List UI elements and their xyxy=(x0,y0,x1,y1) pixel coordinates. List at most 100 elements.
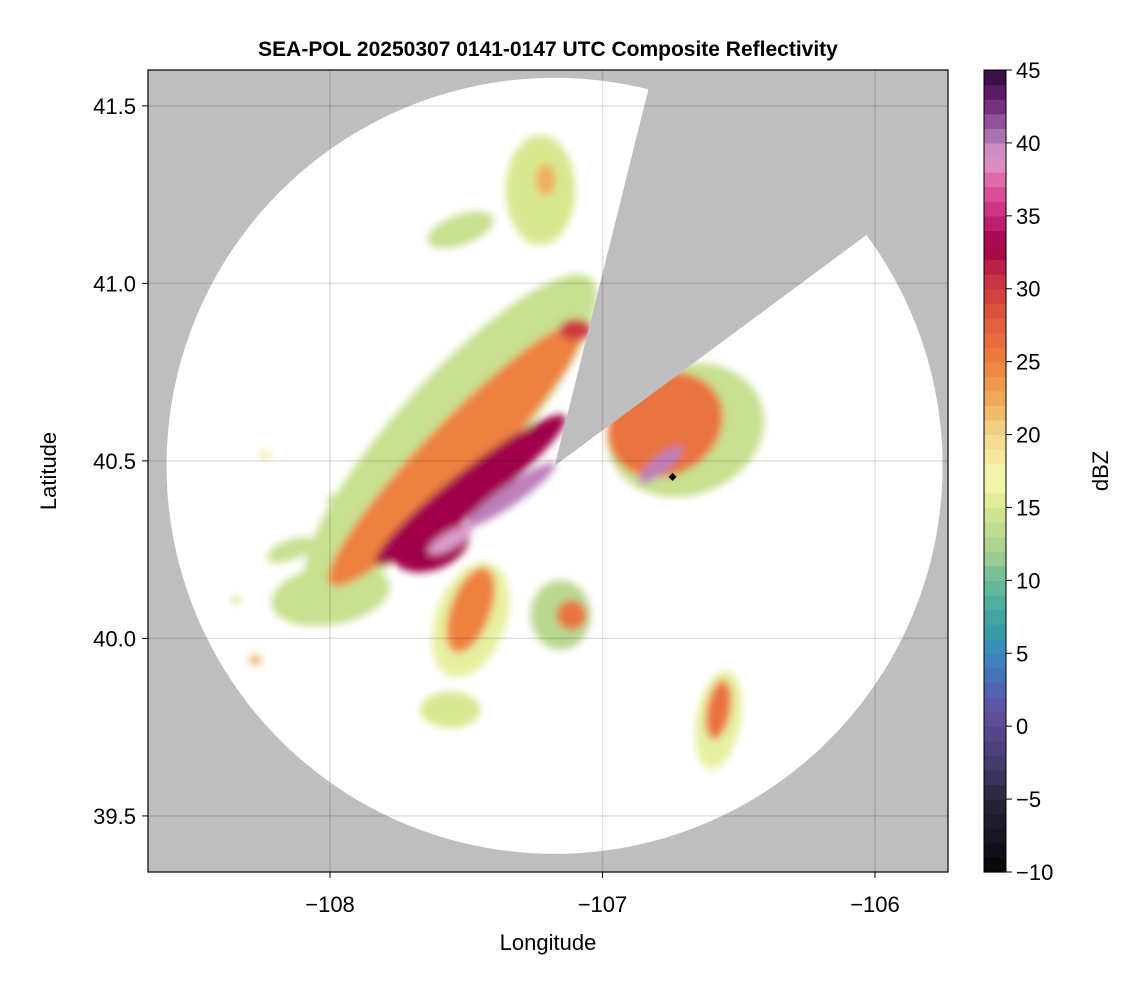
colorbar-bin xyxy=(984,769,1006,786)
colorbar-bin xyxy=(984,157,1006,173)
colorbar-bin xyxy=(984,507,1006,523)
colorbar-bin xyxy=(984,594,1006,611)
echo-cell xyxy=(420,691,481,728)
colorbar-tick-label: −5 xyxy=(1016,787,1041,812)
colorbar-bin xyxy=(984,449,1006,465)
colorbar-bin xyxy=(984,653,1006,669)
plot-frame xyxy=(147,69,949,873)
colorbar-bin xyxy=(984,84,1006,100)
colorbar-bin xyxy=(984,492,1006,509)
colorbar-bin xyxy=(984,536,1006,552)
echo-cell xyxy=(446,567,495,653)
colorbar-bin xyxy=(984,201,1006,217)
colorbar-bin xyxy=(984,259,1006,275)
colorbar-bin xyxy=(984,799,1006,815)
colorbar-tick-label: 0 xyxy=(1016,714,1028,739)
echo-cell xyxy=(638,445,683,484)
echo-cell xyxy=(428,525,473,555)
colorbar-tick-label: 40 xyxy=(1016,131,1040,156)
colorbar-bin xyxy=(984,813,1006,829)
echo-cell xyxy=(427,211,494,249)
colorbar-bin xyxy=(984,113,1006,129)
colorbar-bin xyxy=(984,172,1006,188)
colorbar-bin xyxy=(984,361,1006,377)
x-tick-label: −107 xyxy=(578,892,628,917)
colorbar-tick-label: 25 xyxy=(1016,350,1040,375)
colorbar-bin xyxy=(984,740,1006,756)
colorbar-bin xyxy=(984,784,1006,800)
colorbar-bin xyxy=(984,317,1006,334)
colorbar-bin xyxy=(984,463,1006,479)
colorbar-bin xyxy=(984,755,1006,771)
x-tick-label: −106 xyxy=(850,892,900,917)
colorbar-bin xyxy=(984,230,1006,246)
colorbar-tick-label: 30 xyxy=(1016,277,1040,302)
colorbar-bin xyxy=(984,70,1006,86)
colorbar-bin xyxy=(984,434,1006,450)
echo-cell xyxy=(535,163,556,197)
colorbar-bin xyxy=(984,186,1006,202)
colorbar-tick-label: 20 xyxy=(1016,423,1040,448)
echo-cell xyxy=(465,462,556,528)
colorbar-tick-label: −10 xyxy=(1016,860,1053,885)
colorbar-bin xyxy=(984,667,1006,684)
colorbar-bin xyxy=(984,580,1006,596)
echo-cell xyxy=(259,449,272,460)
colorbar-bin xyxy=(984,726,1006,742)
colorbar-tick-label: 15 xyxy=(1016,495,1040,520)
colorbar-bin xyxy=(984,697,1006,713)
colorbar-bin xyxy=(984,405,1006,421)
colorbar-frame xyxy=(983,69,1007,873)
colorbar-tick-label: 35 xyxy=(1016,204,1040,229)
colorbar-bin xyxy=(984,842,1006,859)
y-tick-label: 41.0 xyxy=(93,271,136,296)
colorbar-bin xyxy=(984,565,1006,581)
colorbar-tick-label: 10 xyxy=(1016,568,1040,593)
colorbar-bin xyxy=(984,347,1006,363)
echo-cell xyxy=(559,318,592,341)
colorbar-bin xyxy=(984,419,1006,436)
colorbar-label: dBZ xyxy=(1088,451,1113,491)
colorbar xyxy=(984,70,1006,873)
echo-cell xyxy=(266,537,315,563)
colorbar-bin xyxy=(984,551,1006,567)
echo-cell xyxy=(328,323,583,587)
colorbar-bin xyxy=(984,99,1006,115)
echo-cell xyxy=(556,599,587,630)
colorbar-bin xyxy=(984,609,1006,625)
colorbar-bin xyxy=(984,857,1006,873)
colorbar-bin xyxy=(984,215,1006,231)
colorbar-bin xyxy=(984,828,1006,844)
colorbar-bin xyxy=(984,244,1006,261)
y-tick-label: 40.5 xyxy=(93,449,136,474)
echo-cell xyxy=(705,680,732,740)
echo-cell xyxy=(271,563,390,627)
colorbar-bin xyxy=(984,142,1006,159)
colorbar-bin xyxy=(984,332,1006,348)
x-tick-label: −108 xyxy=(305,892,355,917)
y-axis-label: Latitude xyxy=(36,432,61,510)
reflectivity-field xyxy=(231,134,765,770)
colorbar-bin xyxy=(984,288,1006,304)
colorbar-bin xyxy=(984,390,1006,406)
colorbar-bin xyxy=(984,522,1006,538)
colorbar-bin xyxy=(984,478,1006,494)
colorbar-bin xyxy=(984,638,1006,654)
colorbar-bin xyxy=(984,274,1006,290)
grid-lines xyxy=(148,70,948,872)
colorbar-bin xyxy=(984,303,1006,319)
y-tick-label: 41.5 xyxy=(93,94,136,119)
chart-title: SEA-POL 20250307 0141-0147 UTC Composite… xyxy=(258,38,838,61)
colorbar-bin xyxy=(984,128,1006,144)
echo-cell xyxy=(231,595,242,605)
colorbar-bin xyxy=(984,682,1006,698)
colorbar-bin xyxy=(984,711,1006,727)
radar-marker-diamond xyxy=(668,472,677,481)
colorbar-bin xyxy=(984,376,1006,392)
echo-cell xyxy=(327,493,344,506)
y-tick-label: 39.5 xyxy=(93,804,136,829)
echo-cell xyxy=(249,655,262,665)
colorbar-tick-label: 5 xyxy=(1016,641,1028,666)
colorbar-bin xyxy=(984,624,1006,640)
